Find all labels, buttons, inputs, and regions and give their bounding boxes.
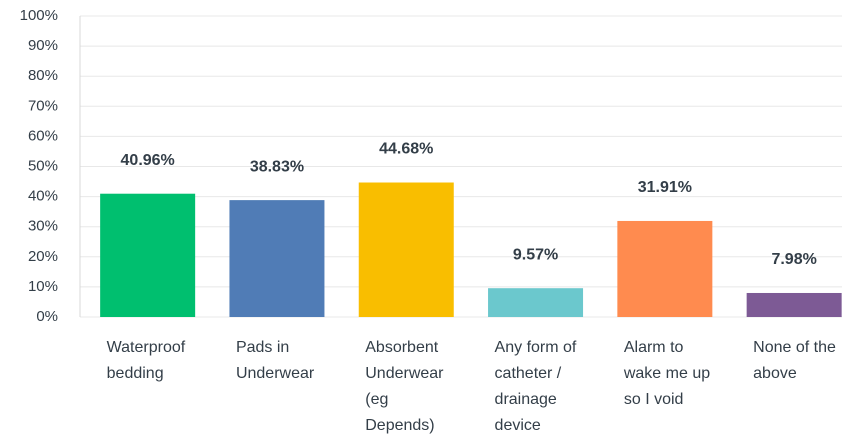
bar	[746, 292, 842, 317]
y-tick-label: 0%	[36, 308, 58, 325]
y-tick-label: 40%	[28, 188, 58, 205]
x-tick-label: Absorbent Underwear (eg Depends)	[365, 339, 444, 434]
bar	[488, 288, 584, 317]
value-label: 9.57%	[513, 246, 558, 263]
y-tick-label: 70%	[28, 97, 58, 114]
bar	[229, 200, 325, 317]
y-tick-label: 80%	[28, 67, 58, 84]
y-tick-label: 90%	[28, 37, 58, 54]
y-tick-label: 50%	[28, 157, 58, 174]
value-label: 38.83%	[250, 158, 304, 175]
x-tick-label: Alarm to wake me up so I void	[623, 339, 711, 408]
value-label: 31.91%	[638, 179, 692, 196]
y-tick-label: 20%	[28, 248, 58, 265]
value-label: 7.98%	[771, 251, 816, 268]
x-tick-label: None of the above	[753, 339, 836, 382]
value-label: 40.96%	[121, 152, 175, 169]
x-tick-label: Pads in Underwear	[235, 339, 315, 382]
bar	[617, 220, 713, 317]
y-tick-label: 10%	[28, 278, 58, 295]
bar	[358, 182, 454, 317]
x-tick-label: Waterproof bedding	[106, 339, 186, 382]
x-tick-label: Any form of catheter / drainage device	[494, 339, 577, 434]
y-tick-label: 100%	[20, 7, 58, 24]
value-label: 44.68%	[379, 141, 433, 158]
y-tick-label: 60%	[28, 127, 58, 144]
bar	[100, 193, 196, 317]
y-tick-label: 30%	[28, 218, 58, 235]
